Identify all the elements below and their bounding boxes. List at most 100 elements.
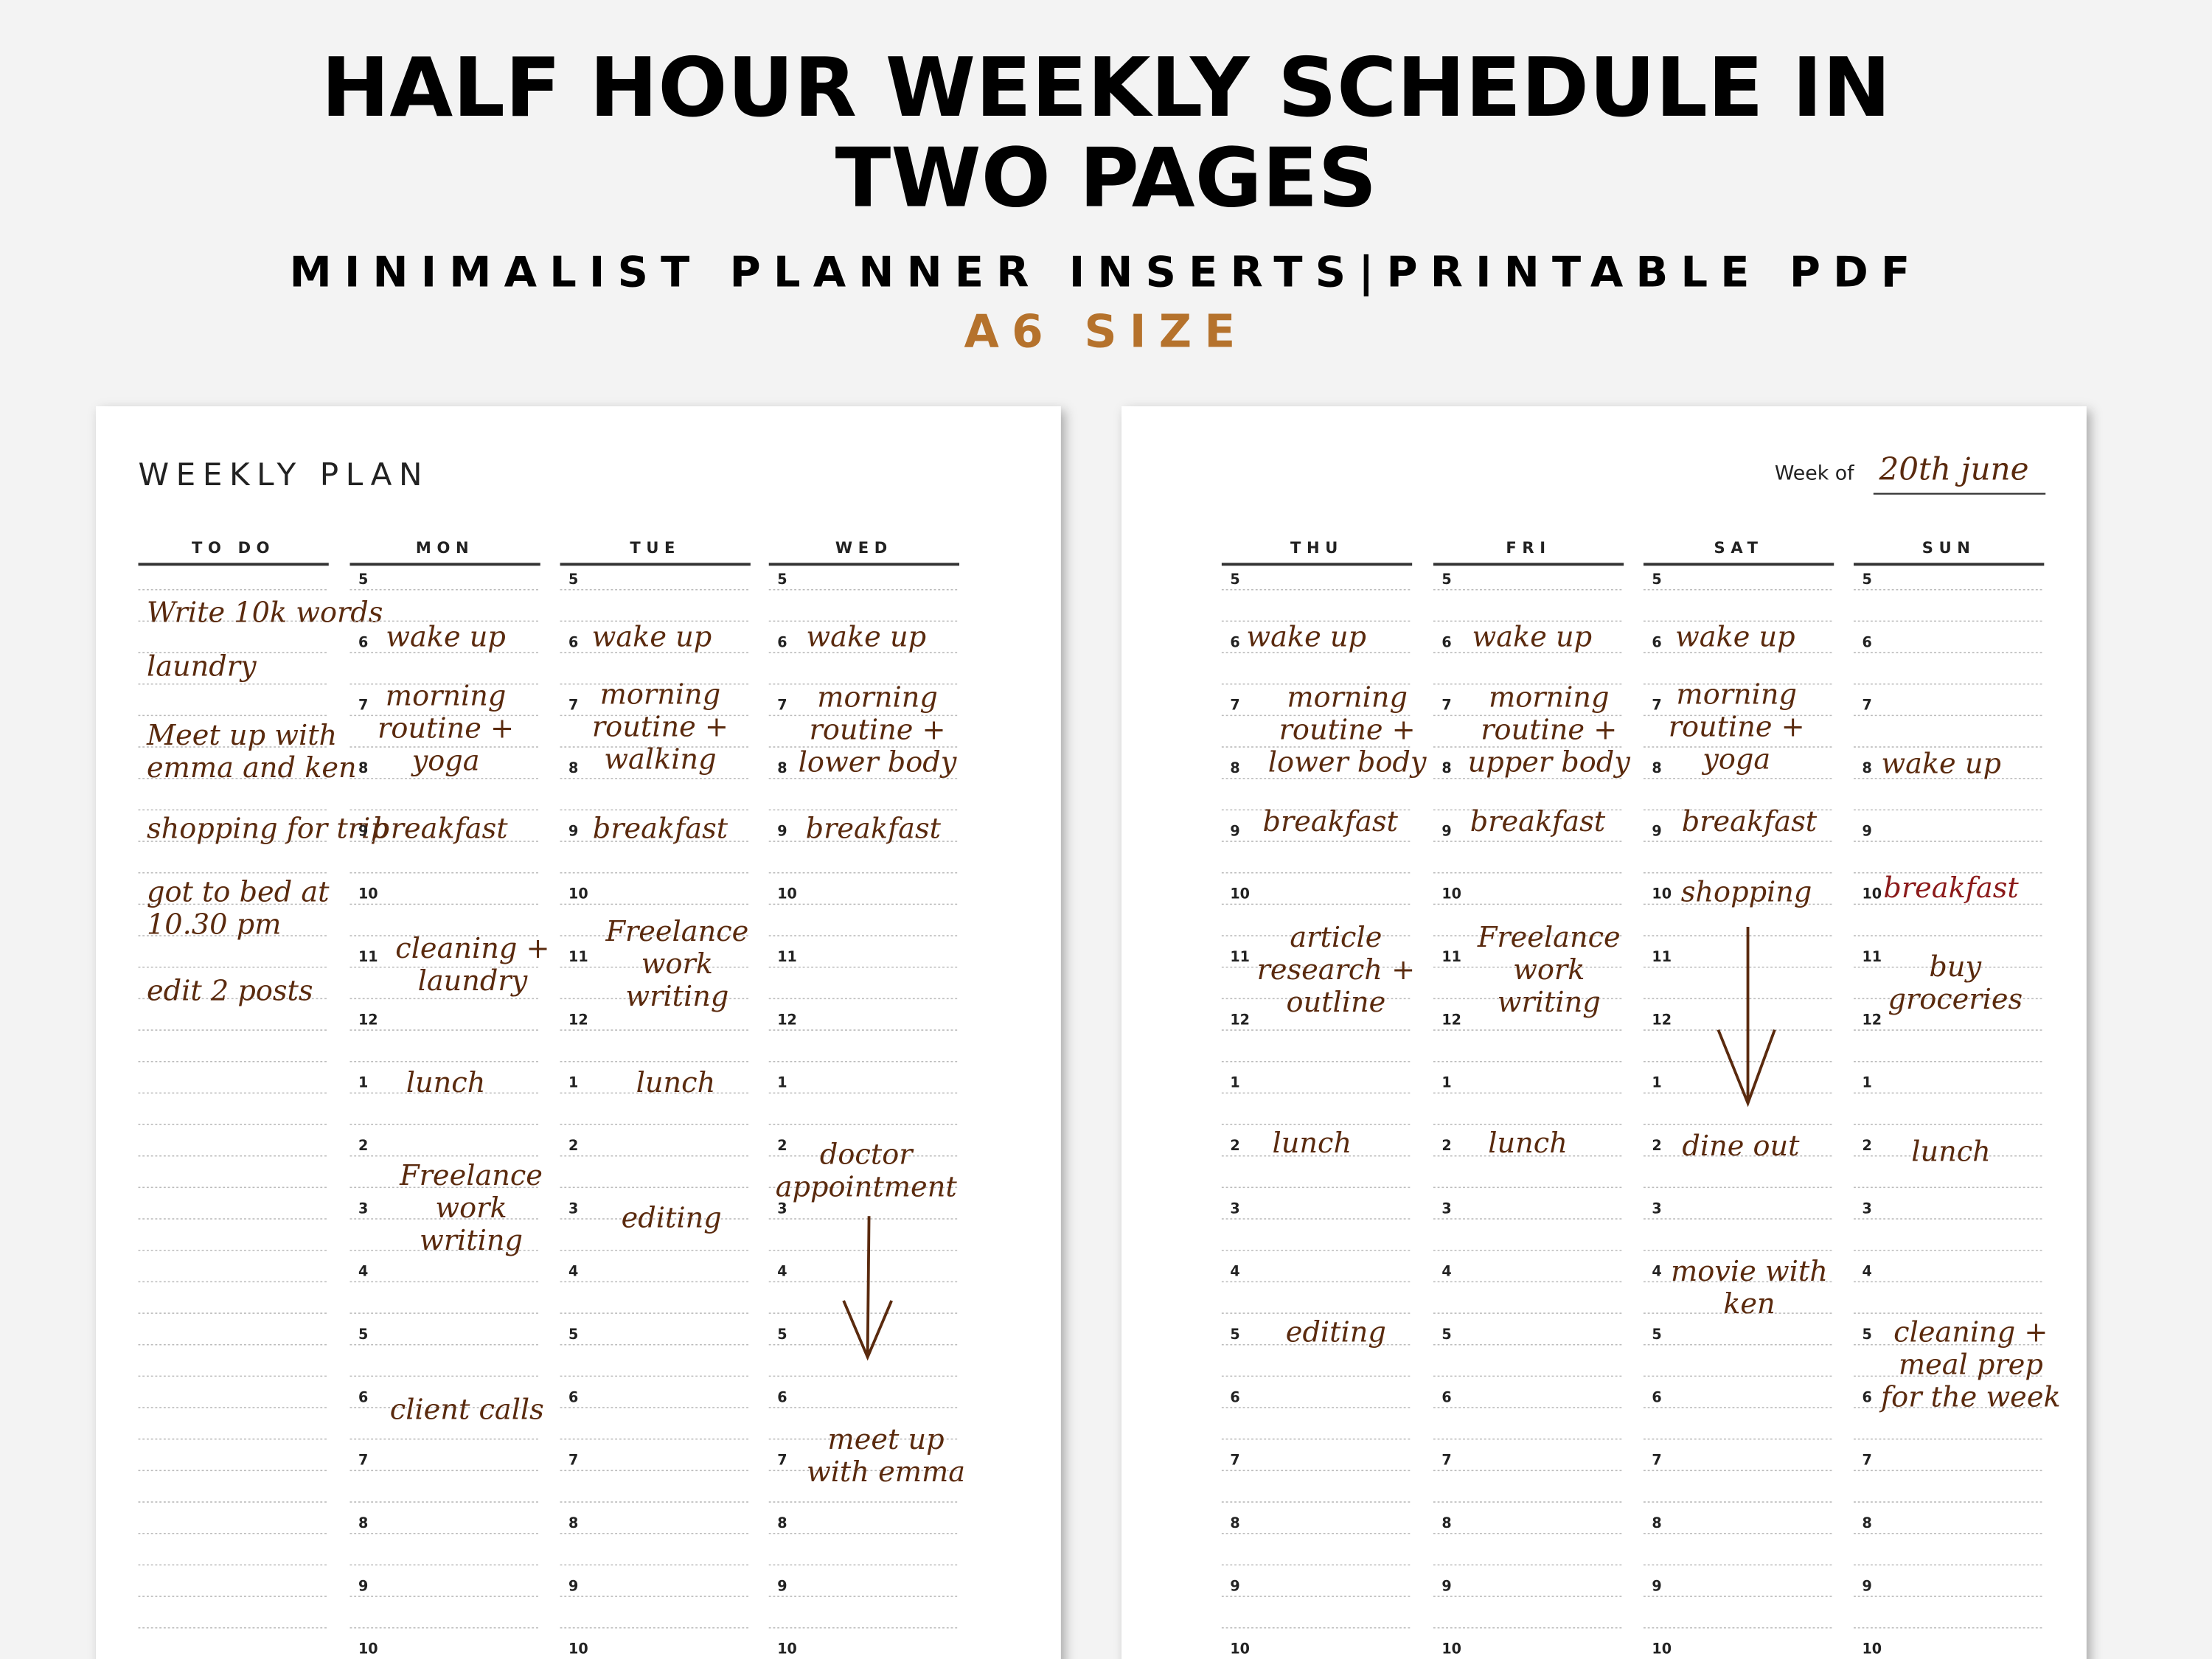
hour-label: 11 (358, 948, 378, 965)
handwritten-entry: breakfast (593, 812, 728, 845)
hour-label: 8 (358, 759, 368, 776)
hour-label: 6 (1230, 633, 1239, 650)
hour-label: 2 (1441, 1137, 1451, 1154)
column-header: TO DO (192, 538, 275, 557)
hour-label: 7 (1863, 1452, 1872, 1469)
hour-label: 6 (777, 633, 787, 650)
hour-label: 10 (1652, 886, 1672, 902)
hour-label: 8 (568, 759, 578, 776)
hour-label: 7 (1230, 1452, 1239, 1469)
left-page (96, 406, 1061, 1659)
handwritten-entry: wake up (386, 620, 506, 653)
hour-label: 5 (777, 1326, 787, 1343)
hour-label: 8 (1652, 1514, 1661, 1531)
hour-label: 5 (777, 571, 787, 588)
hour-label: 8 (1441, 759, 1451, 776)
hour-label: 9 (1441, 1577, 1451, 1594)
hour-label: 3 (777, 1200, 787, 1217)
handwritten-entry: Freelance (399, 1159, 543, 1192)
hour-label: 9 (1230, 822, 1239, 839)
column-header: THU (1290, 538, 1343, 557)
column-header: SUN (1922, 538, 1976, 557)
handwritten-entry: morning (1287, 681, 1408, 714)
hour-label: 8 (1230, 1514, 1239, 1531)
column-header: MON (416, 538, 474, 557)
handwritten-entry: morning (600, 678, 721, 712)
handwritten-entry: walking (604, 743, 716, 776)
hour-label: 1 (1863, 1074, 1872, 1091)
hour-label: 4 (568, 1263, 578, 1280)
handwritten-entry: client calls (390, 1394, 544, 1427)
hour-label: 12 (358, 1011, 378, 1028)
handwritten-entry: shopping for trip (147, 812, 389, 845)
hour-label: 6 (1863, 633, 1872, 650)
hour-label: 12 (568, 1011, 588, 1028)
hour-label: 1 (568, 1074, 578, 1091)
handwritten-entry: for the week (1879, 1381, 2061, 1414)
handwritten-entry: cleaning + (395, 932, 549, 965)
hour-label: 7 (777, 697, 787, 714)
hour-label: 7 (1863, 697, 1872, 714)
handwritten-entry: Freelance (1477, 921, 1621, 954)
handwritten-entry: wake up (1472, 620, 1592, 653)
hour-label: 6 (1652, 1388, 1661, 1405)
handwritten-entry: with emma (807, 1455, 965, 1489)
hour-label: 9 (1230, 1577, 1239, 1594)
hour-label: 8 (1863, 759, 1872, 776)
hour-label: 7 (358, 1452, 368, 1469)
hour-label: 2 (358, 1137, 368, 1154)
handwritten-entry: lunch (1488, 1127, 1568, 1160)
handwritten-entry: lunch (1911, 1135, 1991, 1169)
handwritten-entry: laundry (147, 650, 257, 683)
hour-label: 8 (1863, 1514, 1872, 1531)
handwritten-entry: editing (622, 1202, 722, 1235)
hour-label: 2 (777, 1137, 787, 1154)
handwritten-entry: lunch (406, 1066, 486, 1099)
week-of-label: Week of (1775, 462, 1854, 485)
handwritten-entry: wake up (1246, 620, 1366, 653)
handwritten-entry: Freelance (605, 915, 748, 948)
handwritten-entry: yoga (1701, 743, 1770, 776)
handwritten-entry: movie with (1671, 1255, 1828, 1288)
hour-label: 6 (1441, 1388, 1451, 1405)
hour-label: 4 (1652, 1263, 1661, 1280)
subtitle: MINIMALIST PLANNER INSERTS|PRINTABLE PDF (290, 247, 1923, 297)
hour-label: 3 (1230, 1200, 1239, 1217)
hour-label: 8 (568, 1514, 578, 1531)
hour-label: 10 (777, 886, 797, 902)
handwritten-entry: lower body (1268, 746, 1427, 779)
hour-label: 11 (1441, 948, 1461, 965)
handwritten-entry: routine + (1481, 714, 1617, 747)
hour-label: 9 (1652, 1577, 1661, 1594)
hour-label: 2 (568, 1137, 578, 1154)
hour-label: 10 (777, 1641, 797, 1658)
hour-label: 10 (568, 1641, 588, 1658)
handwritten-entry: editing (1286, 1316, 1386, 1349)
hour-label: 5 (568, 571, 578, 588)
arrow (842, 1216, 893, 1361)
handwritten-entry: breakfast (372, 812, 508, 845)
hour-label: 7 (1441, 697, 1451, 714)
hour-label: 5 (358, 571, 368, 588)
hour-label: 6 (568, 633, 578, 650)
hour-label: 6 (1441, 633, 1451, 650)
hour-label: 6 (1652, 633, 1661, 650)
hour-label: 9 (777, 1577, 787, 1594)
handwritten-entry: shopping (1681, 876, 1812, 909)
handwritten-entry: writing (1498, 986, 1601, 1019)
hour-label: 2 (1863, 1137, 1872, 1154)
handwritten-entry: doctor (820, 1138, 914, 1171)
hour-label: 1 (1230, 1074, 1239, 1091)
hour-label: 10 (1863, 1641, 1882, 1658)
hour-label: 4 (1863, 1263, 1872, 1280)
hour-label: 8 (1652, 759, 1661, 776)
column-header: FRI (1506, 538, 1551, 557)
handwritten-entry: meet up (827, 1423, 944, 1456)
title: TWO PAGES (835, 131, 1377, 226)
hour-label: 6 (358, 1388, 368, 1405)
hour-label: 3 (1652, 1200, 1661, 1217)
hour-label: 10 (358, 1641, 378, 1658)
handwritten-entry: cleaning + (1893, 1316, 2048, 1349)
